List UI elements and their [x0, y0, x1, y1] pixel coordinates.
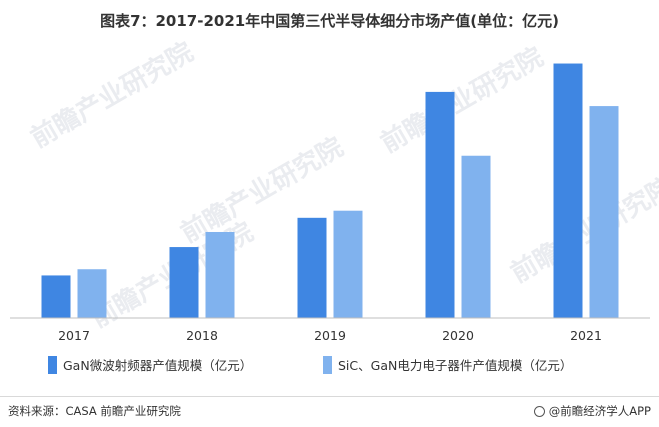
source-text: 资料来源：CASA 前瞻产业研究院 — [8, 404, 181, 418]
bar-power-electronics-2017 — [77, 269, 107, 318]
x-tick-label: 2020 — [442, 328, 474, 343]
legend-swatch-series2 — [323, 355, 332, 374]
brand-text: @前瞻经济学人APP — [548, 404, 651, 418]
bar-power-electronics-2019 — [333, 210, 363, 318]
legend-label-series1: GaN微波射频器产值规模（亿元） — [63, 358, 253, 373]
x-tick-label: 2021 — [570, 328, 602, 343]
legend-item-series1: GaN微波射频器产值规模（亿元） — [48, 355, 252, 374]
brand-logo-icon — [533, 405, 545, 417]
brand-credit: @前瞻经济学人APP — [533, 403, 651, 419]
bar-gan-rf-2018 — [169, 247, 199, 318]
bar-power-electronics-2018 — [205, 231, 235, 318]
bar-chart: 2017 2018 2019 2020 2021 — [10, 63, 650, 343]
bar-gan-rf-2021 — [553, 63, 583, 318]
bar-gan-rf-2020 — [425, 91, 455, 319]
bar-power-electronics-2020 — [461, 155, 491, 318]
bar-gan-rf-2017 — [41, 275, 71, 318]
chart-title: 图表7：2017-2021年中国第三代半导体细分市场产值(单位：亿元) — [100, 12, 559, 30]
bar-power-electronics-2021 — [589, 106, 619, 318]
x-tick-label: 2019 — [314, 328, 346, 343]
x-tick-label: 2017 — [58, 328, 90, 343]
legend: GaN微波射频器产值规模（亿元） SiC、GaN电力电子器件产值规模（亿元） — [0, 355, 659, 377]
footer-divider — [0, 396, 659, 397]
x-tick-label: 2018 — [186, 328, 218, 343]
legend-item-series2: SiC、GaN电力电子器件产值规模（亿元） — [323, 355, 572, 374]
legend-label-series2: SiC、GaN电力电子器件产值规模（亿元） — [338, 358, 573, 373]
bar-gan-rf-2019 — [297, 217, 327, 318]
legend-swatch-series1 — [48, 355, 57, 374]
